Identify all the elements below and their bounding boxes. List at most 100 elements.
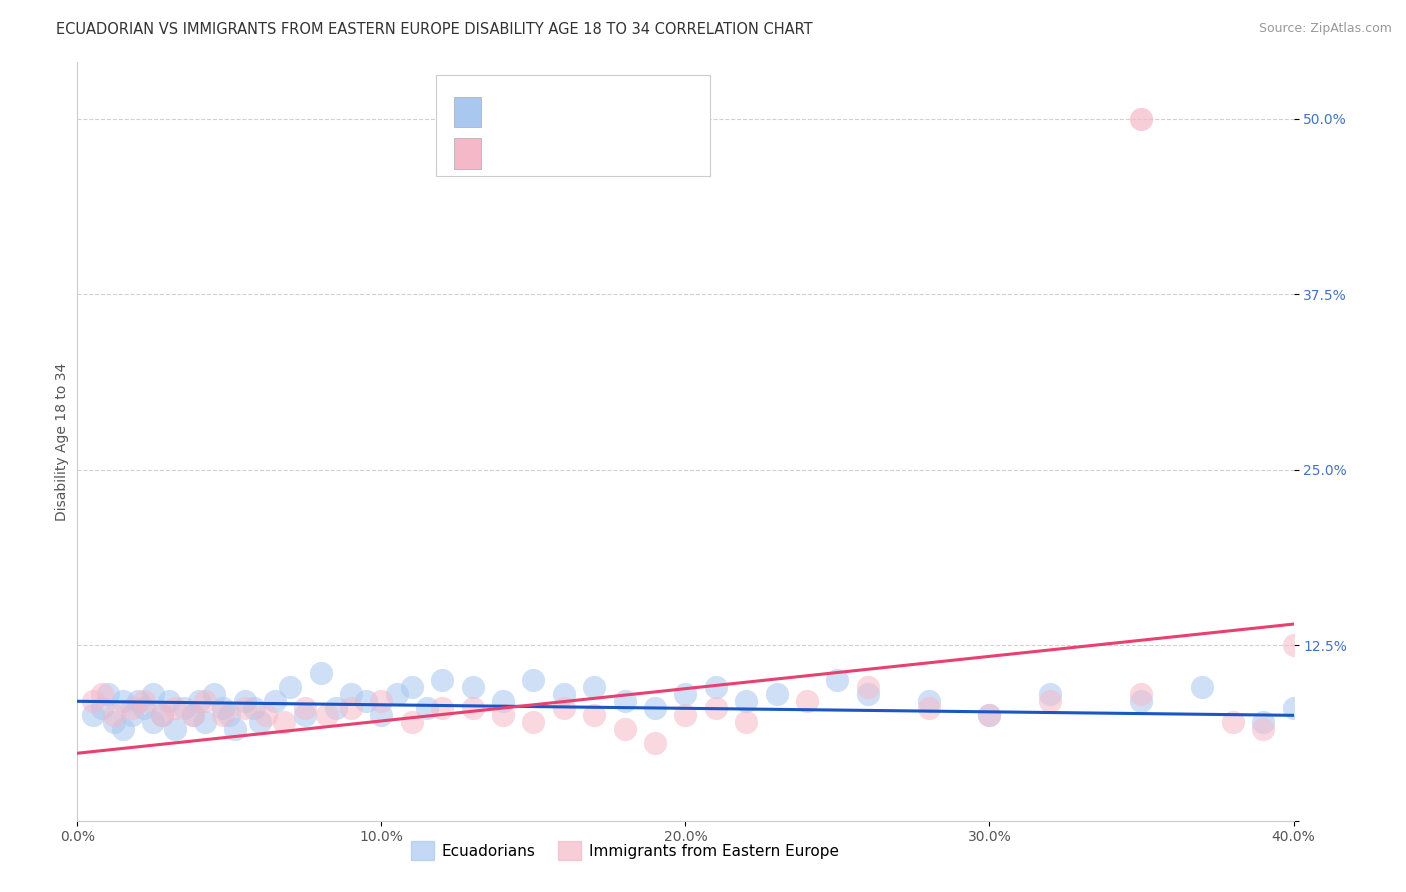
Point: [340, 687, 363, 701]
Point: [294, 701, 316, 715]
Text: 43: 43: [619, 142, 641, 160]
Text: Source: ZipAtlas.com: Source: ZipAtlas.com: [1258, 22, 1392, 36]
Point: [522, 715, 544, 730]
Point: [735, 715, 758, 730]
Point: [401, 680, 423, 694]
Point: [340, 701, 363, 715]
Point: [461, 680, 484, 694]
Point: [735, 694, 758, 708]
Point: [202, 687, 225, 701]
Point: [224, 723, 246, 737]
Point: [254, 708, 277, 723]
Point: [181, 708, 204, 723]
Point: [416, 701, 439, 715]
Point: [675, 687, 697, 701]
Point: [212, 708, 235, 723]
Point: [103, 715, 125, 730]
Point: [765, 687, 787, 701]
Point: [613, 723, 636, 737]
Text: ECUADORIAN VS IMMIGRANTS FROM EASTERN EUROPE DISABILITY AGE 18 TO 34 CORRELATION: ECUADORIAN VS IMMIGRANTS FROM EASTERN EU…: [56, 22, 813, 37]
Text: R =: R =: [496, 101, 531, 119]
Point: [1191, 680, 1213, 694]
Point: [385, 687, 408, 701]
Point: [675, 708, 697, 723]
Point: [918, 701, 941, 715]
Point: [1130, 112, 1153, 126]
Text: 0.259: 0.259: [524, 142, 583, 160]
Y-axis label: Disability Age 18 to 34: Disability Age 18 to 34: [55, 362, 69, 521]
Point: [856, 687, 879, 701]
Point: [1282, 638, 1305, 652]
Point: [1039, 687, 1062, 701]
Point: [121, 701, 143, 715]
Point: [82, 694, 104, 708]
Point: [212, 701, 235, 715]
Point: [157, 694, 180, 708]
Point: [704, 701, 727, 715]
Point: [370, 708, 392, 723]
Point: [103, 708, 125, 723]
Point: [492, 708, 515, 723]
Point: [553, 701, 575, 715]
Point: [249, 715, 271, 730]
Point: [644, 736, 666, 750]
Bar: [454, 96, 481, 127]
Text: N =: N =: [593, 101, 630, 119]
Point: [82, 708, 104, 723]
Point: [163, 701, 186, 715]
Point: [704, 680, 727, 694]
Point: [1222, 715, 1244, 730]
Point: [979, 708, 1001, 723]
Point: [522, 673, 544, 688]
Point: [430, 701, 453, 715]
Point: [918, 694, 941, 708]
Text: R =: R =: [496, 142, 531, 160]
Point: [152, 708, 174, 723]
Point: [121, 708, 143, 723]
Point: [142, 715, 165, 730]
Point: [1130, 694, 1153, 708]
FancyBboxPatch shape: [436, 75, 710, 177]
Point: [553, 687, 575, 701]
Text: -0.155: -0.155: [524, 101, 583, 119]
Point: [90, 687, 112, 701]
Point: [315, 708, 337, 723]
Point: [492, 694, 515, 708]
Point: [979, 708, 1001, 723]
Point: [218, 708, 240, 723]
Point: [1039, 694, 1062, 708]
Point: [583, 680, 606, 694]
Point: [278, 680, 301, 694]
Point: [856, 680, 879, 694]
Point: [1130, 687, 1153, 701]
Point: [194, 715, 217, 730]
Point: [111, 723, 134, 737]
Point: [1282, 701, 1305, 715]
Point: [827, 673, 849, 688]
Point: [1251, 723, 1274, 737]
Point: [134, 694, 156, 708]
Point: [233, 701, 256, 715]
Point: [461, 701, 484, 715]
Point: [194, 694, 217, 708]
Point: [325, 701, 347, 715]
Point: [370, 694, 392, 708]
Text: 57: 57: [619, 101, 641, 119]
Point: [173, 701, 195, 715]
Point: [613, 694, 636, 708]
Point: [264, 694, 287, 708]
Point: [354, 694, 377, 708]
Point: [309, 666, 332, 681]
Point: [90, 701, 112, 715]
Point: [127, 694, 149, 708]
Text: N =: N =: [593, 142, 630, 160]
Point: [430, 673, 453, 688]
Point: [644, 701, 666, 715]
Point: [142, 687, 165, 701]
Point: [111, 694, 134, 708]
Point: [294, 708, 316, 723]
Point: [163, 723, 186, 737]
Point: [188, 694, 211, 708]
Point: [181, 708, 204, 723]
Legend: Ecuadorians, Immigrants from Eastern Europe: Ecuadorians, Immigrants from Eastern Eur…: [405, 835, 845, 866]
